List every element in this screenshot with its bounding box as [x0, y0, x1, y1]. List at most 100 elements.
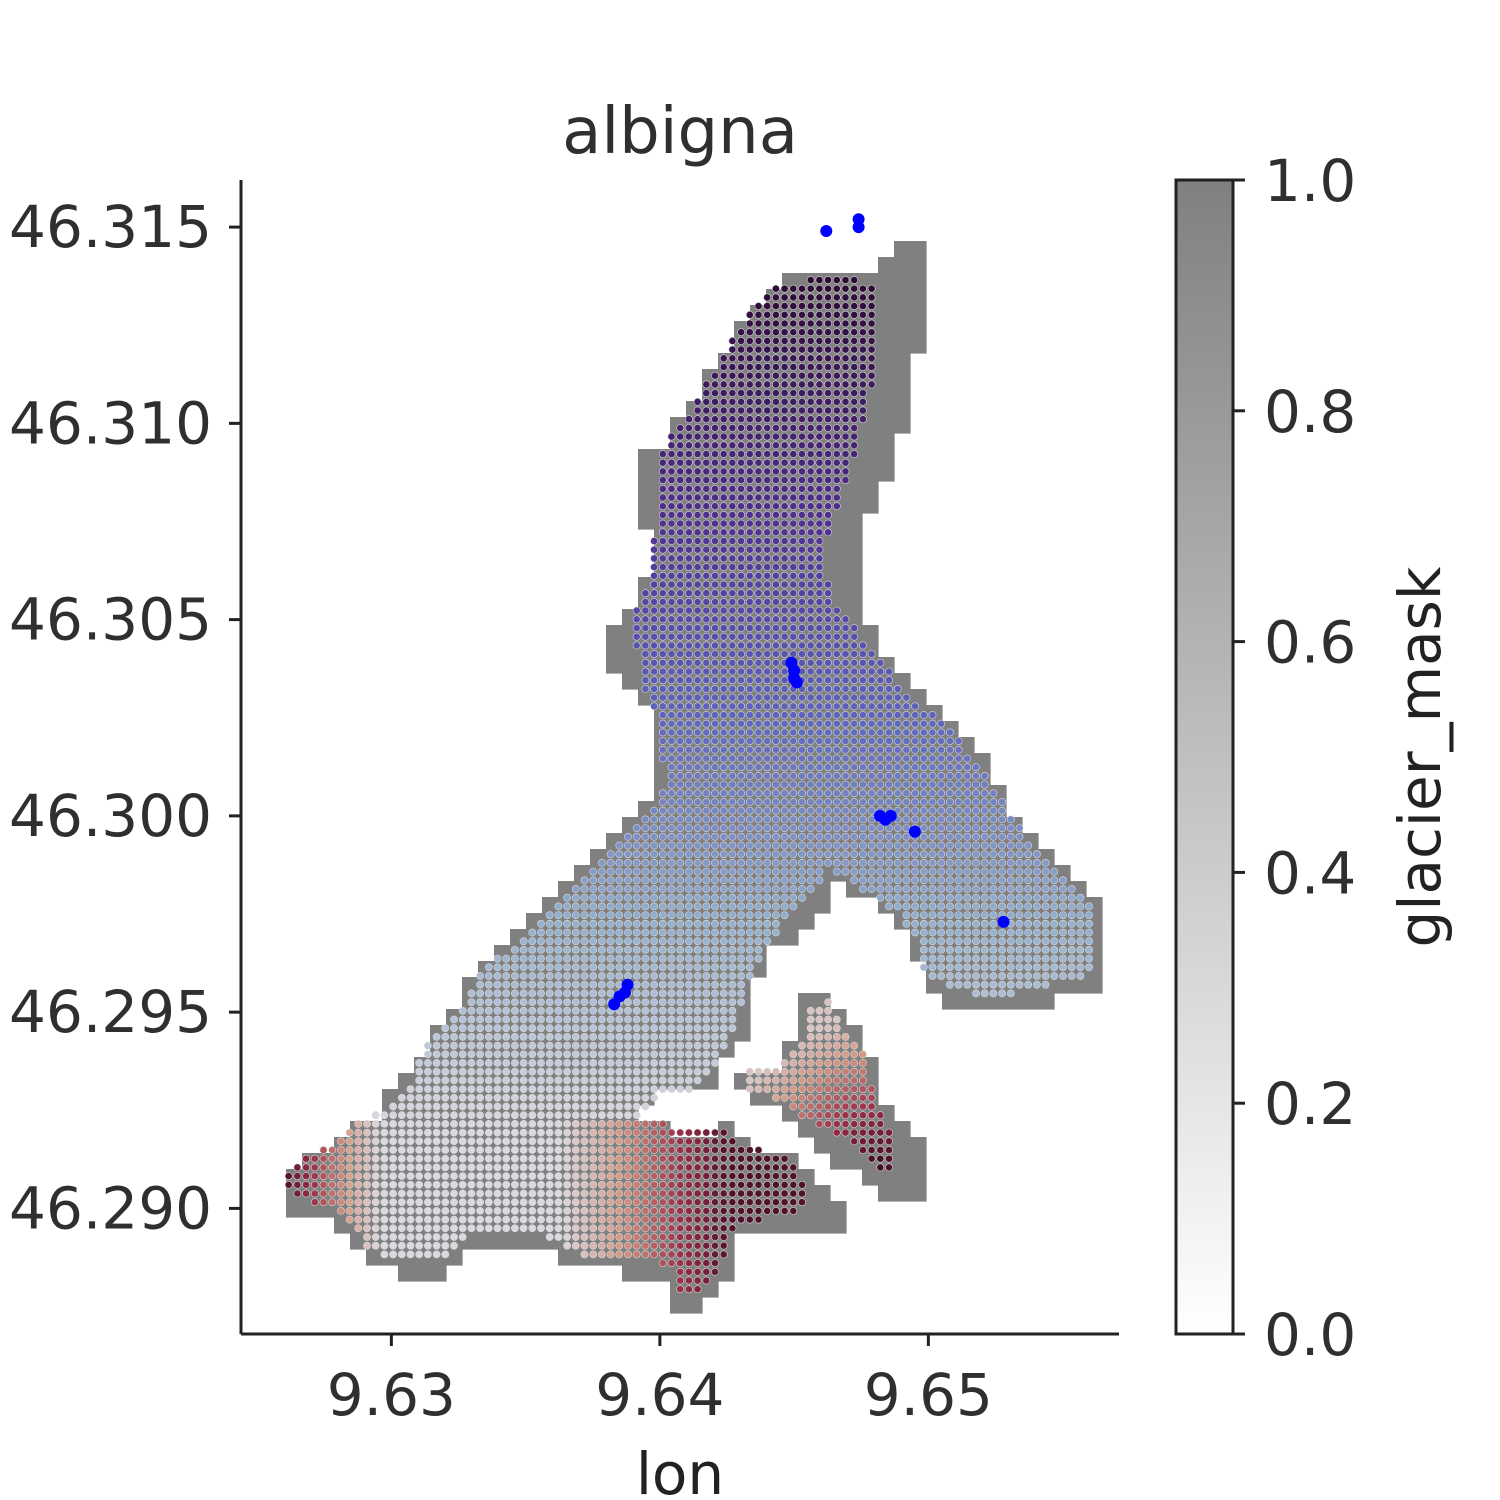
surface-dot: [815, 1085, 824, 1093]
surface-dot: [685, 685, 693, 693]
surface-dot: [658, 589, 667, 598]
surface-dot: [728, 380, 737, 389]
surface-dot: [763, 397, 772, 406]
surface-dot: [336, 1172, 345, 1180]
surface-dot: [676, 946, 685, 954]
surface-dot: [615, 1120, 624, 1128]
surface-dot: [702, 1180, 711, 1189]
surface-dot: [728, 1154, 737, 1163]
surface-dot: [815, 363, 824, 371]
surface-dot: [685, 1076, 693, 1085]
surface-dot: [458, 1189, 467, 1198]
surface-dot: [737, 502, 745, 511]
surface-dot: [789, 319, 798, 328]
chart-title: albigna: [562, 95, 798, 169]
mask-cell: [894, 369, 911, 386]
surface-dot: [963, 954, 972, 963]
surface-dot: [737, 693, 745, 702]
surface-dot: [667, 1033, 676, 1041]
surface-dot: [902, 763, 911, 772]
surface-dot: [519, 1198, 528, 1207]
surface-dot: [650, 1180, 658, 1189]
surface-dot: [850, 310, 859, 319]
surface-dot: [780, 554, 789, 563]
surface-dot: [824, 719, 832, 728]
surface-dot: [763, 798, 772, 806]
surface-dot: [745, 484, 754, 493]
surface-dot: [650, 545, 658, 554]
surface-dot: [476, 1198, 484, 1207]
surface-dot: [502, 1024, 511, 1033]
surface-dot: [754, 493, 763, 502]
surface-dot: [815, 328, 824, 337]
surface-dot: [737, 998, 745, 1006]
surface-dot: [1059, 893, 1067, 902]
surface-dot: [685, 528, 693, 537]
surface-dot: [745, 737, 754, 745]
surface-dot: [511, 1198, 519, 1207]
surface-dot: [911, 789, 919, 798]
surface-dot: [815, 1093, 824, 1102]
surface-dot: [728, 650, 737, 658]
surface-dot: [824, 667, 832, 676]
surface-dot: [493, 1015, 502, 1024]
surface-dot: [476, 1059, 484, 1067]
surface-dot: [841, 728, 850, 737]
surface-dot: [458, 1102, 467, 1111]
surface-dot: [702, 545, 711, 554]
surface-dot: [476, 972, 484, 980]
mask-cell: [830, 593, 847, 610]
surface-dot: [789, 406, 798, 415]
surface-dot: [537, 1041, 545, 1050]
surface-dot: [745, 867, 754, 876]
surface-dot: [528, 972, 537, 980]
surface-dot: [946, 919, 954, 928]
surface-dot: [624, 876, 632, 885]
surface-dot: [728, 928, 737, 937]
surface-dot: [980, 841, 989, 850]
surface-dot: [780, 815, 789, 824]
surface-dot: [667, 1163, 676, 1172]
surface-dot: [423, 1154, 432, 1163]
surface-dot: [406, 1120, 415, 1128]
surface-dot: [467, 1102, 476, 1111]
mask-cell: [878, 385, 895, 402]
surface-dot: [789, 571, 798, 580]
surface-dot: [798, 1067, 806, 1076]
surface-dot: [458, 1146, 467, 1154]
surface-dot: [832, 1120, 841, 1128]
surface-dot: [345, 1154, 354, 1163]
surface-dot: [632, 632, 641, 641]
surface-dot: [658, 1041, 667, 1050]
surface-dot: [693, 554, 702, 563]
surface-dot: [946, 824, 954, 832]
surface-dot: [798, 580, 806, 589]
surface-dot: [954, 815, 963, 824]
surface-dot: [511, 972, 519, 980]
surface-dot: [737, 406, 745, 415]
surface-dot: [598, 980, 606, 989]
surface-dot: [763, 389, 772, 397]
surface-dot: [832, 363, 841, 371]
surface-dot: [1041, 963, 1050, 972]
surface-dot: [798, 780, 806, 789]
surface-dot: [693, 867, 702, 876]
surface-dot: [972, 859, 980, 867]
surface-dot: [415, 1189, 424, 1198]
surface-dot: [806, 302, 815, 310]
surface-dot: [702, 685, 711, 693]
surface-dot: [850, 632, 859, 641]
surface-dot: [972, 928, 980, 937]
surface-dot: [711, 545, 719, 554]
mask-cell: [366, 1249, 383, 1266]
surface-dot: [667, 580, 676, 589]
surface-dot: [571, 1128, 580, 1137]
surface-dot: [754, 458, 763, 467]
surface-dot: [859, 650, 867, 658]
surface-dot: [850, 1041, 859, 1050]
surface-dot: [676, 1128, 685, 1137]
surface-dot: [867, 1093, 876, 1102]
surface-dot: [484, 1041, 493, 1050]
surface-dot: [728, 519, 737, 528]
surface-dot: [780, 667, 789, 676]
